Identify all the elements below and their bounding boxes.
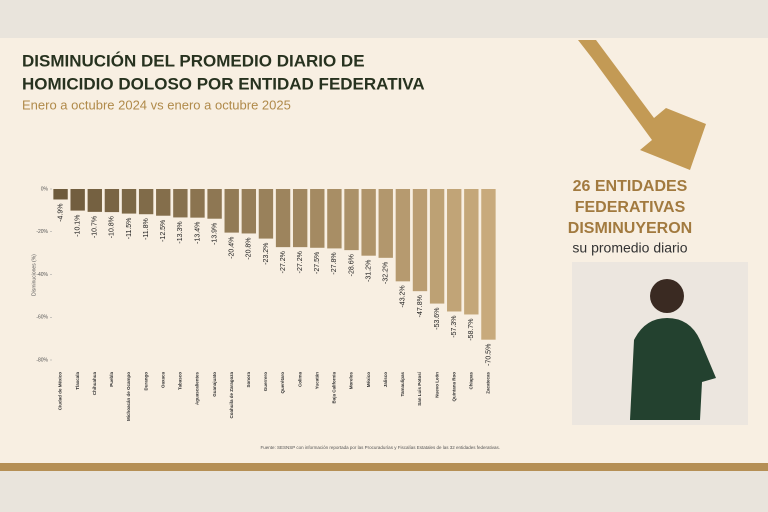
chart-title: HOMICIDIO DOLOSO POR ENTIDAD FEDERATIVA (22, 74, 425, 93)
y-tick-label: 0% (41, 186, 49, 192)
x-tick-label: México (366, 372, 371, 388)
value-label: -58.7% (468, 318, 475, 340)
bar (121, 189, 137, 214)
x-tick-label: Tabasco (178, 372, 183, 390)
interpreter-body (630, 318, 716, 420)
bar (241, 189, 257, 234)
headline: 26 ENTIDADES (573, 178, 688, 195)
value-label: -20.4% (229, 237, 236, 259)
bar (224, 189, 239, 233)
value-label: -13.3% (177, 221, 184, 243)
bar (292, 189, 308, 248)
x-tick-label: Nuevo León (434, 372, 439, 398)
chart-subtitle: Enero a octubre 2024 vs enero a octubre … (22, 97, 291, 112)
x-tick-label: Jalisco (383, 372, 388, 388)
x-tick-label: Tamaulipas (400, 372, 405, 397)
y-tick-label: -20% (36, 229, 48, 235)
bar (327, 189, 342, 249)
bar (310, 189, 325, 248)
bar (378, 189, 393, 258)
x-tick-label: Durango (143, 372, 148, 391)
stripe (0, 463, 768, 471)
value-label: -47.8% (417, 295, 424, 317)
value-label: -27.2% (297, 251, 304, 273)
bar (447, 189, 462, 312)
bar (173, 189, 188, 218)
x-tick-label: Chiapas (469, 372, 474, 390)
y-tick-label: -40% (36, 272, 48, 278)
bar (429, 189, 445, 304)
x-tick-label: Zacatecas (486, 372, 491, 394)
x-tick-label: Guanajuato (212, 372, 217, 397)
value-label: -20.8% (246, 237, 253, 259)
bar (275, 189, 291, 248)
bar (190, 189, 205, 218)
bar (344, 189, 359, 251)
value-label: -27.5% (314, 252, 321, 274)
value-label: -10.7% (92, 216, 99, 238)
arrow (578, 40, 706, 170)
value-label: -4.9% (57, 203, 64, 221)
headline: DISMINUYERON (568, 220, 692, 237)
x-tick-label: Guerrero (263, 372, 268, 392)
interpreter-head (650, 279, 684, 313)
bar (207, 189, 222, 219)
bar (481, 189, 496, 340)
bar (138, 189, 154, 215)
bar (87, 189, 102, 212)
bar (53, 189, 68, 200)
value-label: -31.2% (365, 260, 372, 282)
value-label: -23.2% (263, 243, 270, 265)
bar (464, 189, 479, 315)
x-tick-label: Yucatán (314, 372, 319, 390)
value-label: -13.4% (194, 222, 201, 244)
chart-title: DISMINUCIÓN DEL PROMEDIO DIARIO DE (22, 51, 365, 70)
x-tick-label: Puebla (109, 372, 114, 387)
x-tick-label: Coahuila de Zaragoza (229, 372, 234, 419)
x-tick-label: Quintana Roo (451, 372, 456, 402)
value-label: -11.5% (126, 218, 133, 240)
value-label: -10.1% (75, 215, 82, 237)
bar (395, 189, 411, 282)
value-label: -53.6% (434, 308, 441, 330)
x-tick-label: Oaxaca (160, 372, 165, 389)
x-tick-label: Sonora (246, 372, 251, 388)
value-label: -27.2% (280, 251, 287, 273)
x-tick-label: Colima (297, 372, 302, 388)
y-tick-label: -60% (36, 315, 48, 321)
headline: FEDERATIVAS (575, 199, 686, 216)
x-tick-label: Aguascalientes (195, 372, 200, 406)
y-tick-label: -80% (36, 357, 48, 363)
value-label: -11.8% (143, 218, 150, 240)
value-label: -12.5% (160, 220, 167, 242)
value-label: -70.5% (485, 344, 492, 366)
bar (156, 189, 171, 216)
source-note: Fuente: SESNSP con información reportada… (260, 445, 500, 450)
x-tick-label: Ciudad de México (58, 372, 63, 411)
x-tick-label: Baja California (332, 372, 337, 404)
bar (412, 189, 428, 292)
x-tick-label: Morelos (349, 372, 354, 390)
x-tick-label: Chihuahua (92, 372, 97, 396)
bar (70, 189, 85, 211)
bar (258, 189, 274, 239)
value-label: -32.2% (383, 262, 390, 284)
x-tick-label: Michoacán de Ocampo (126, 372, 131, 421)
value-label: -57.3% (451, 315, 458, 337)
value-label: -10.8% (109, 216, 116, 238)
caption: su promedio diario (572, 240, 687, 256)
bar (104, 189, 120, 213)
x-tick-label: Querétaro (280, 372, 285, 394)
value-label: -27.8% (331, 252, 338, 274)
value-label: -13.9% (211, 223, 218, 245)
y-axis-label: Disminuciones (%) (31, 254, 37, 296)
value-label: -28.6% (348, 254, 355, 276)
x-tick-label: Tlaxcala (75, 372, 80, 390)
x-tick-label: San Luis Potosí (417, 371, 422, 406)
bar (361, 189, 376, 256)
value-label: -43.2% (400, 285, 407, 307)
